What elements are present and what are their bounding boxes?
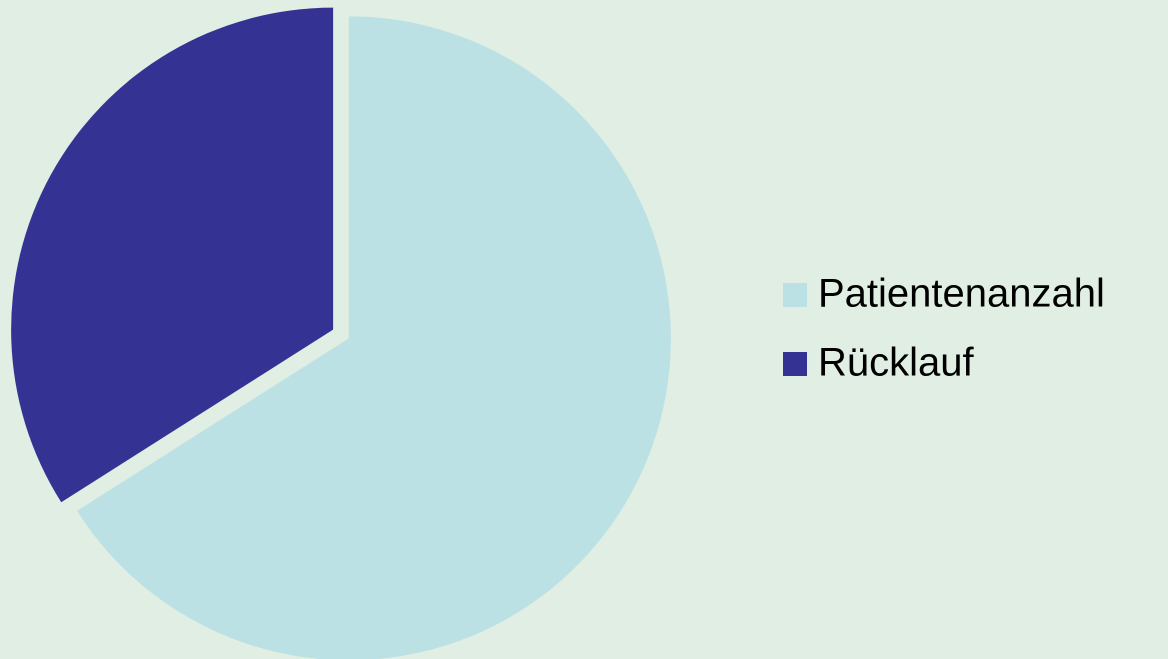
pie-slice xyxy=(11,7,334,503)
legend-label: Patientenanzahl xyxy=(818,272,1105,316)
legend-swatch xyxy=(783,352,807,376)
pie-slice xyxy=(77,16,671,659)
legend-label: Rücklauf xyxy=(818,341,975,385)
legend-swatch xyxy=(783,283,807,307)
